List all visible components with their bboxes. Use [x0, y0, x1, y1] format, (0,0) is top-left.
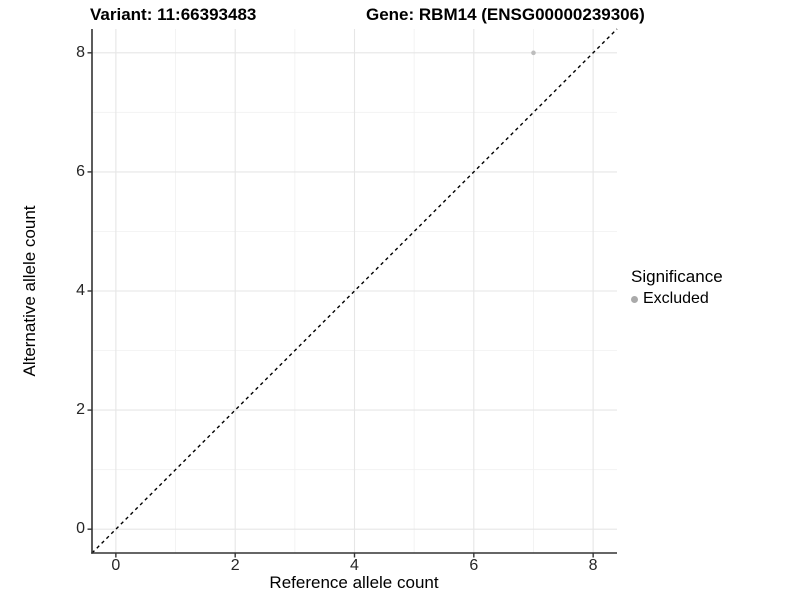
y-tick-label: 8	[76, 43, 85, 61]
plot-title-gene: Gene: RBM14 (ENSG00000239306)	[366, 5, 645, 24]
identity-line	[91, 28, 618, 554]
x-tick-label: 6	[469, 557, 479, 574]
x-tick-label: 2	[230, 557, 240, 574]
y-tick-label: 6	[76, 162, 85, 180]
y-tick-label: 4	[76, 282, 85, 299]
x-tick-label: 0	[111, 557, 121, 574]
x-tick-label: 8	[588, 557, 598, 574]
legend-title: Significance	[631, 267, 723, 286]
y-tick-label: 0	[76, 520, 85, 538]
plot-title-variant: Variant: 11:66393483	[90, 5, 257, 24]
data-point	[531, 50, 536, 56]
legend-item-label: Excluded	[643, 290, 709, 307]
y-tick-label: 2	[76, 401, 85, 419]
legend: Significance Excluded	[631, 267, 723, 308]
x-axis-title: Reference allele count	[269, 573, 439, 592]
legend-item: Excluded	[631, 290, 723, 308]
legend-items: Excluded	[631, 290, 723, 308]
x-tick-label: 4	[350, 557, 359, 574]
y-axis-title: Alternative allele count	[20, 205, 39, 377]
legend-key-dot	[631, 295, 638, 303]
